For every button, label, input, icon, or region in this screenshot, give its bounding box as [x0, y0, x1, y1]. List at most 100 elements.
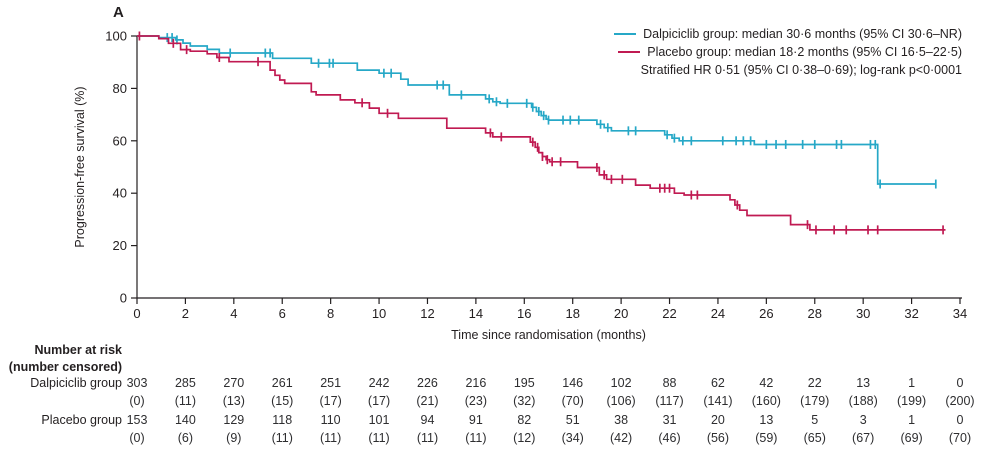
censored-count-placebo: (42) [609, 431, 633, 445]
panel-label: A [113, 4, 124, 21]
risk-count-dalpiciclib: 303 [126, 376, 148, 390]
risk-count-placebo: 20 [710, 413, 725, 427]
risk-count-dalpiciclib: 1 [908, 376, 916, 390]
x-tick-label: 22 [662, 306, 676, 321]
x-tick-label: 10 [372, 306, 386, 321]
y-tick-label: 20 [113, 238, 127, 253]
censored-count-dalpiciclib: (70) [561, 394, 584, 408]
censored-count-placebo: (56) [706, 431, 730, 445]
legend-label-dalpiciclib: Dalpiciclib group: median 30·6 months (9… [643, 27, 962, 41]
risk-count-placebo: 38 [614, 413, 629, 427]
y-tick-label: 100 [105, 29, 127, 44]
x-axis-title: Time since randomisation (months) [451, 328, 646, 342]
x-tick-label: 14 [469, 306, 483, 321]
x-tick-label: 6 [279, 306, 286, 321]
censored-count-dalpiciclib: (200) [945, 394, 975, 408]
censored-count-placebo: (11) [319, 431, 342, 445]
hazard-ratio-note: Stratified HR 0·51 (95% CI 0·38–0·69); l… [640, 63, 962, 77]
censored-count-dalpiciclib: (0) [129, 394, 145, 408]
x-tick-label: 12 [420, 306, 434, 321]
censored-count-placebo: (59) [755, 431, 778, 445]
risk-count-placebo: 82 [517, 413, 532, 427]
risk-count-dalpiciclib: 88 [662, 376, 677, 390]
risk-count-dalpiciclib: 22 [807, 376, 822, 390]
risk-count-dalpiciclib: 62 [710, 376, 725, 390]
risk-count-dalpiciclib: 42 [759, 376, 774, 390]
risk-count-dalpiciclib: 0 [956, 376, 964, 390]
x-tick-label: 20 [614, 306, 628, 321]
x-tick-label: 0 [133, 306, 140, 321]
risk-count-placebo: 140 [174, 413, 196, 427]
x-tick-label: 4 [230, 306, 237, 321]
censored-count-placebo: (11) [465, 431, 487, 445]
censored-count-placebo: (34) [561, 431, 584, 445]
dalpiciclib-line-swatch [614, 33, 637, 35]
censored-count-dalpiciclib: (11) [174, 394, 197, 408]
x-tick-label: 28 [808, 306, 822, 321]
km-curve-placebo [137, 35, 946, 231]
censored-count-dalpiciclib: (21) [416, 394, 439, 408]
censored-count-placebo: (69) [900, 431, 923, 445]
placebo-line-swatch [618, 51, 641, 53]
legend-entry-placebo: Placebo group: median 18·2 months (95% C… [618, 43, 962, 61]
x-tick-label: 16 [517, 306, 531, 321]
censored-count-placebo: (70) [948, 431, 972, 445]
x-tick-label: 32 [904, 306, 918, 321]
censored-count-dalpiciclib: (199) [896, 394, 927, 408]
x-tick-label: 26 [759, 306, 773, 321]
x-tick-label: 24 [711, 306, 725, 321]
censored-count-placebo: (65) [803, 431, 826, 445]
risk-count-dalpiciclib: 216 [465, 376, 487, 390]
censored-count-dalpiciclib: (117) [655, 394, 684, 408]
y-tick-label: 60 [113, 133, 127, 148]
censored-count-placebo: (46) [658, 431, 681, 445]
censored-count-placebo: (67) [852, 431, 875, 445]
y-axis-title: Progression-free survival (%) [73, 86, 87, 248]
risk-count-placebo: 110 [320, 413, 341, 427]
risk-count-placebo: 129 [223, 413, 245, 427]
risk-count-placebo: 51 [565, 413, 580, 427]
risk-count-dalpiciclib: 13 [856, 376, 871, 390]
legend-label-placebo: Placebo group: median 18·2 months (95% C… [647, 45, 962, 59]
censored-count-dalpiciclib: (188) [848, 394, 878, 408]
risk-count-placebo: 31 [662, 413, 677, 427]
x-tick-label: 8 [327, 306, 334, 321]
censored-count-dalpiciclib: (179) [800, 394, 830, 408]
censored-count-placebo: (0) [129, 431, 145, 445]
censored-count-dalpiciclib: (160) [751, 394, 781, 408]
censored-count-placebo: (11) [271, 431, 293, 445]
censored-count-dalpiciclib: (13) [222, 394, 245, 408]
risk-count-placebo: 13 [759, 413, 774, 427]
risk-table-subheader: (number censored) [8, 360, 122, 374]
y-tick-label: 40 [113, 186, 127, 201]
censored-count-dalpiciclib: (141) [703, 394, 733, 408]
censored-count-placebo: (11) [416, 431, 439, 445]
x-tick-label: 18 [565, 306, 579, 321]
censored-count-placebo: (12) [513, 431, 536, 445]
risk-count-dalpiciclib: 195 [513, 376, 535, 390]
risk-count-placebo: 153 [126, 413, 148, 427]
risk-count-placebo: 1 [908, 413, 916, 427]
km-curve-dalpiciclib [137, 35, 936, 185]
censored-count-dalpiciclib: (17) [319, 394, 342, 408]
risk-count-dalpiciclib: 146 [562, 376, 584, 390]
legend-entry-dalpiciclib: Dalpiciclib group: median 30·6 months (9… [614, 25, 962, 43]
risk-count-placebo: 5 [811, 413, 819, 427]
risk-count-placebo: 91 [468, 413, 483, 427]
x-tick-label: 30 [856, 306, 870, 321]
x-tick-label: 2 [182, 306, 189, 321]
risk-count-dalpiciclib: 226 [417, 376, 438, 390]
risk-count-dalpiciclib: 102 [610, 376, 632, 390]
legend: Dalpiciclib group: median 30·6 months (9… [614, 25, 962, 79]
risk-count-dalpiciclib: 270 [223, 376, 245, 390]
risk-count-dalpiciclib: 285 [174, 376, 196, 390]
risk-count-dalpiciclib: 242 [368, 376, 390, 390]
censored-count-placebo: (11) [368, 431, 390, 445]
y-tick-label: 80 [113, 81, 127, 96]
risk-row-label-dalpiciclib: Dalpiciclib group [30, 376, 122, 390]
risk-count-dalpiciclib: 251 [320, 376, 342, 390]
risk-count-placebo: 0 [956, 413, 964, 427]
risk-row-label-placebo: Placebo group [41, 413, 122, 427]
